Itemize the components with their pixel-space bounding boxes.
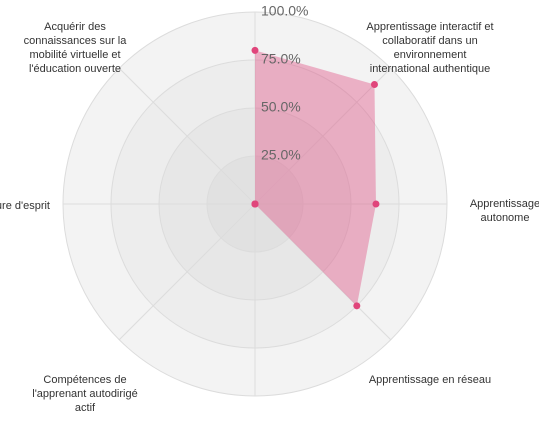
tick-label: 25.0% (261, 147, 301, 163)
spoke (254, 203, 392, 341)
data-point (251, 200, 259, 208)
tick-label: 50.0% (261, 99, 301, 115)
category-label: Compétences de l'apprenant autodirigé ac… (32, 374, 138, 414)
category-label: Apprentissage interactif et collaboratif… (366, 21, 494, 75)
spoke (254, 67, 392, 205)
data-point (251, 46, 259, 54)
category-label: Apprentissage autonome (469, 198, 539, 224)
category-label: ure d'esprit (0, 200, 50, 212)
category-label: Apprentissage en réseau (368, 374, 492, 386)
spoke (118, 67, 256, 205)
category-label: Acquérir des connaissances sur la mobili… (23, 21, 127, 75)
tick-label: 75.0% (261, 51, 301, 67)
data-point (370, 81, 378, 89)
series-area (255, 50, 376, 306)
spoke (118, 203, 256, 341)
data-point (372, 200, 380, 208)
tick-label: 100.0% (261, 3, 308, 19)
data-point (353, 302, 361, 310)
